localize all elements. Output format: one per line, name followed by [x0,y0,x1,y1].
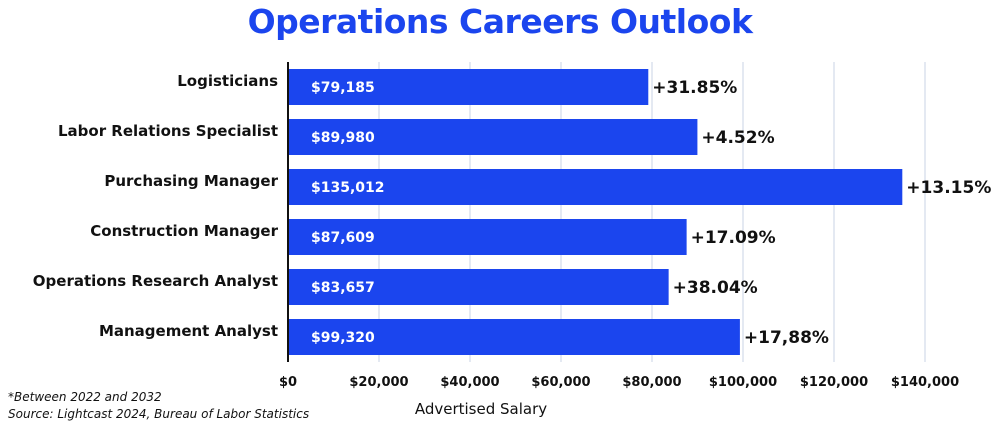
growth-annotation: +31.85% [652,78,737,98]
x-tick-label: $120,000 [800,375,868,390]
bar-value-label: $87,609 [311,230,375,246]
x-tick-label: $80,000 [622,375,681,390]
growth-annotation: +17.09% [691,228,776,248]
x-tick-label: $140,000 [891,375,959,390]
footnote-source: Source: Lightcast 2024, Bureau of Labor … [8,407,310,421]
growth-annotation: +13.15% [906,178,991,198]
x-tick-label: $20,000 [349,375,408,390]
category-label: Logisticians [177,72,278,90]
category-label: Construction Manager [90,222,278,240]
x-tick-label: $100,000 [709,375,777,390]
bar-value-label: $99,320 [311,330,375,346]
bar [288,219,687,255]
axes: $0 $20,000 $40,000 $60,000 $80,000 $100,000 $1… [33,62,959,390]
bar [288,119,698,155]
bar [288,319,740,355]
footnote-period: *Between 2022 and 2032 [8,390,162,404]
growth-annotation: +17,88% [744,328,829,348]
bar-value-label: $83,657 [311,280,375,296]
chart-title: Operations Careers Outlook [247,2,753,41]
x-tick-label: $60,000 [531,375,590,390]
bar [288,69,649,105]
bar-value-label: $89,980 [311,130,375,146]
category-label: Purchasing Manager [104,172,278,190]
footnotes: *Between 2022 and 2032 Source: Lightcast… [8,389,309,423]
growth-annotation: +4.52% [701,128,774,148]
x-axis-title: Advertised Salary [415,400,547,418]
x-tick-label: $0 [279,375,297,390]
growth-annotation: +38.04% [673,278,758,298]
category-label: Management Analyst [99,322,278,340]
category-label: Operations Research Analyst [33,272,278,290]
bar [288,169,903,205]
bar-value-label: $135,012 [311,180,385,196]
gridlines [378,62,926,362]
category-label: Labor Relations Specialist [58,122,278,140]
bar [288,269,669,305]
bars: $79,185 +31.85% $89,980 +4.52% $135,012 +13.1… [288,69,991,355]
x-tick-label: $40,000 [440,375,499,390]
bar-value-label: $79,185 [311,80,375,96]
